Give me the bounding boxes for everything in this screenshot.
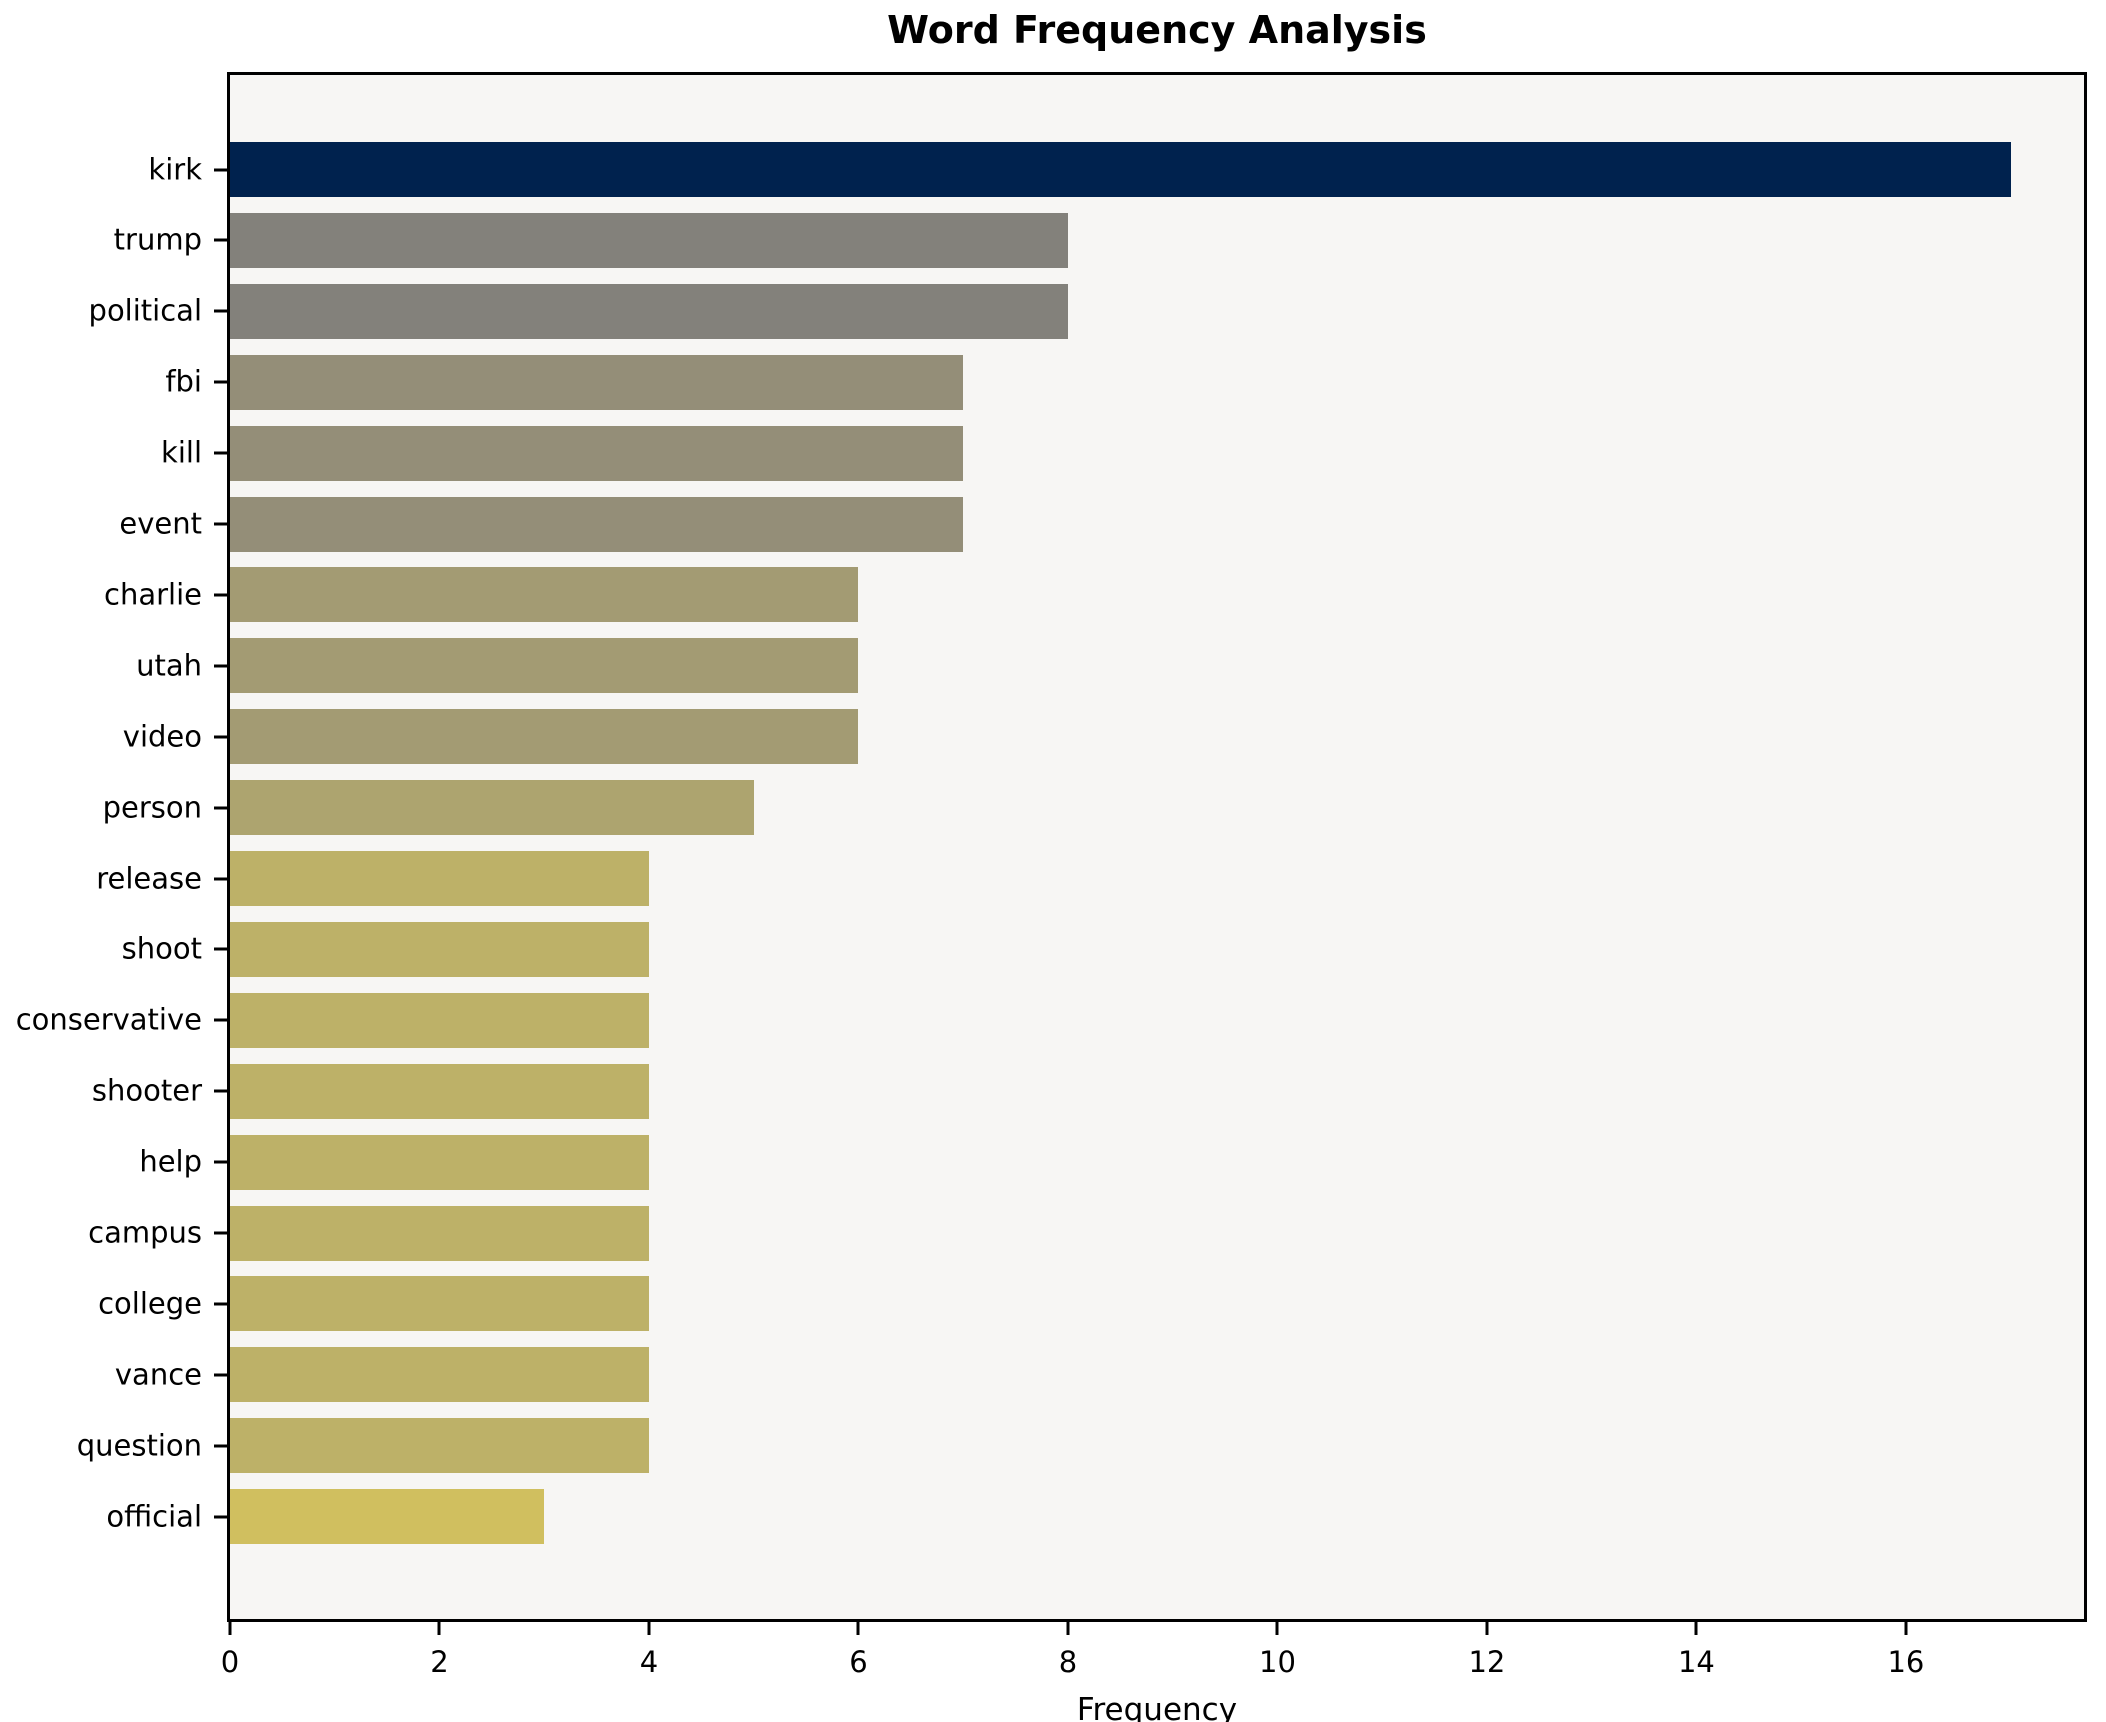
- ytick-label-help: help: [139, 1144, 202, 1179]
- bar-trump: [230, 212, 1068, 268]
- bar-video: [230, 709, 859, 765]
- ytick-label-utah: utah: [136, 648, 202, 683]
- bar-fbi: [230, 354, 964, 410]
- ytick-mark: [214, 451, 227, 455]
- ytick-mark: [214, 664, 227, 668]
- ytick-mark: [214, 593, 227, 597]
- ytick-mark: [214, 735, 227, 739]
- bar-release: [230, 851, 649, 906]
- bar-college: [230, 1276, 649, 1332]
- xtick-mark: [1904, 1622, 1908, 1635]
- ytick-label-trump: trump: [113, 222, 202, 257]
- ytick-label-vance: vance: [114, 1357, 202, 1392]
- xtick-label-10: 10: [1259, 1645, 1296, 1679]
- bar-kill: [230, 425, 964, 481]
- xtick-mark: [228, 1622, 232, 1635]
- xtick-mark: [1275, 1622, 1279, 1635]
- ytick-mark: [214, 380, 227, 384]
- xtick-mark: [437, 1622, 441, 1635]
- ytick-label-kill: kill: [161, 435, 202, 470]
- ytick-mark: [214, 1089, 227, 1093]
- ytick-label-kirk: kirk: [148, 152, 202, 186]
- ytick-label-college: college: [98, 1286, 202, 1321]
- xtick-mark: [1485, 1622, 1489, 1635]
- ytick-label-release: release: [96, 861, 202, 895]
- xtick-label-4: 4: [639, 1645, 659, 1679]
- ytick-label-person: person: [102, 790, 202, 825]
- ytick-mark: [214, 806, 227, 810]
- ytick-label-official: official: [106, 1499, 202, 1534]
- ytick-mark: [214, 1444, 227, 1448]
- ytick-mark: [214, 1018, 227, 1022]
- ytick-mark: [214, 1160, 227, 1164]
- ytick-mark: [214, 1231, 227, 1235]
- plot-area: [227, 72, 2087, 1622]
- ytick-mark: [214, 522, 227, 526]
- ytick-label-event: event: [119, 506, 202, 541]
- bar-utah: [230, 638, 859, 694]
- xtick-label-0: 0: [220, 1645, 240, 1679]
- bar-campus: [230, 1205, 649, 1261]
- bar-kirk: [230, 142, 2011, 197]
- bar-official: [230, 1489, 545, 1545]
- xtick-label-12: 12: [1468, 1645, 1506, 1679]
- chart-title: Word Frequency Analysis: [887, 8, 1427, 52]
- ytick-label-conservative: conservative: [15, 1002, 202, 1037]
- bar-charlie: [230, 567, 859, 623]
- bar-political: [230, 283, 1068, 339]
- ytick-label-video: video: [122, 719, 202, 754]
- bar-event: [230, 496, 964, 552]
- ytick-mark: [214, 238, 227, 242]
- bar-shooter: [230, 1063, 649, 1119]
- bar-vance: [230, 1347, 649, 1403]
- ytick-mark: [214, 1373, 227, 1377]
- ytick-mark: [214, 1515, 227, 1519]
- xtick-label-6: 6: [849, 1645, 868, 1679]
- ytick-mark: [214, 1302, 227, 1306]
- ytick-label-charlie: charlie: [104, 577, 202, 612]
- ytick-label-campus: campus: [88, 1215, 202, 1250]
- ytick-label-shoot: shoot: [121, 931, 202, 966]
- bar-shoot: [230, 921, 649, 977]
- xtick-mark: [856, 1622, 860, 1635]
- x-axis-label: Frequency: [1076, 1692, 1238, 1722]
- ytick-label-political: political: [88, 293, 202, 328]
- ytick-mark: [214, 947, 227, 951]
- bar-help: [230, 1134, 649, 1190]
- xtick-label-8: 8: [1058, 1645, 1078, 1679]
- xtick-mark: [1066, 1622, 1070, 1635]
- ytick-mark: [214, 877, 227, 880]
- xtick-mark: [1694, 1622, 1698, 1635]
- bar-person: [230, 780, 754, 836]
- ytick-mark: [214, 309, 227, 313]
- ytick-mark: [214, 168, 227, 171]
- ytick-label-shooter: shooter: [91, 1073, 202, 1108]
- xtick-label-2: 2: [430, 1645, 449, 1679]
- ytick-label-fbi: fbi: [165, 364, 202, 399]
- xtick-label-14: 14: [1677, 1645, 1715, 1679]
- bar-conservative: [230, 992, 649, 1048]
- ytick-label-question: question: [76, 1428, 202, 1463]
- xtick-label-16: 16: [1887, 1645, 1925, 1679]
- bar-question: [230, 1418, 649, 1474]
- xtick-mark: [647, 1622, 651, 1635]
